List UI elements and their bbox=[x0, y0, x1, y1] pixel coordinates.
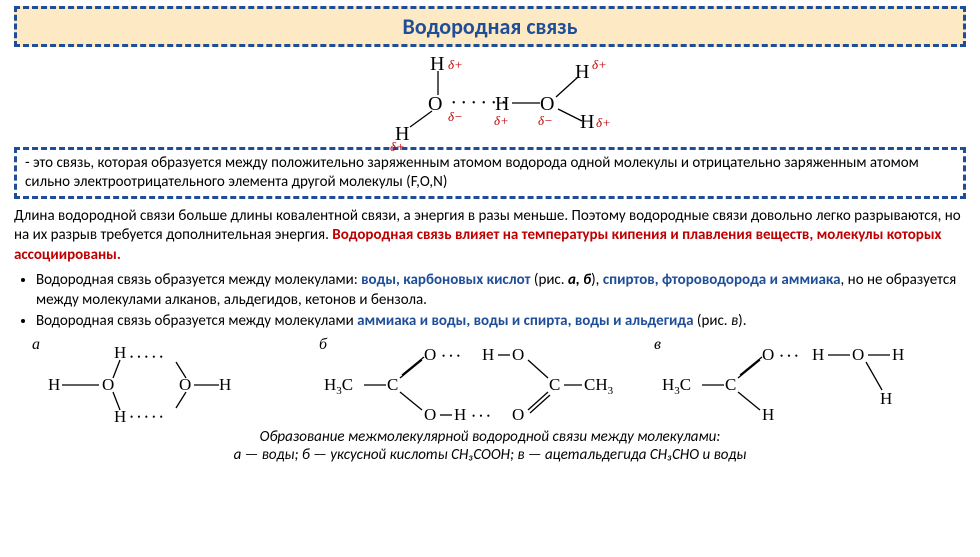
svg-text:H3C: H3C bbox=[324, 375, 353, 397]
caption-l2: а — воды; б — уксусной кислоты CH₃COOH; … bbox=[234, 446, 747, 464]
svg-text:H: H bbox=[48, 375, 60, 394]
fig-label-c: в bbox=[654, 336, 661, 354]
b2-a: Водородная связь образуется между молеку… bbox=[36, 312, 357, 330]
b1-f: спиртов, фтороводорода и аммиака bbox=[603, 271, 841, 289]
svg-text:C: C bbox=[725, 375, 736, 394]
definition-box: - это связь, которая образуется между по… bbox=[14, 147, 966, 199]
caption-l1: Образование межмолекулярной водородной с… bbox=[260, 428, 721, 446]
b1-b: воды, карбоновых кислот bbox=[361, 271, 530, 289]
bullet-list: Водородная связь образуется между молеку… bbox=[14, 271, 966, 332]
svg-text:H: H bbox=[812, 345, 824, 364]
atom-h1: H bbox=[430, 53, 444, 76]
fig-b-svg: H3C C O O H H O O C CH3 • • • • • • bbox=[324, 342, 644, 422]
charge-1: δ+ bbox=[448, 57, 463, 73]
b1-e: ), bbox=[591, 271, 603, 289]
b2-b: аммиака и воды, воды и спирта, воды и ал… bbox=[357, 312, 693, 330]
svg-text:H: H bbox=[482, 345, 494, 364]
svg-text:H: H bbox=[454, 405, 466, 422]
svg-text:• • •: • • • bbox=[780, 351, 799, 361]
bullet-2: Водородная связь образуется между молеку… bbox=[36, 312, 966, 332]
svg-text:O: O bbox=[762, 345, 774, 364]
svg-text:C: C bbox=[387, 375, 398, 394]
svg-text:O: O bbox=[424, 345, 436, 364]
b1-c: (рис. bbox=[531, 271, 568, 289]
fig-c-svg: H3C C O H H O H • • • H bbox=[662, 342, 942, 422]
atom-h4: H bbox=[575, 61, 589, 84]
title-bar: Водородная связь bbox=[14, 6, 966, 47]
svg-text:C: C bbox=[549, 375, 560, 394]
b1-d: а, б bbox=[568, 271, 591, 289]
svg-text:• • •: • • • bbox=[442, 351, 461, 361]
body-paragraph: Длина водородной связи больше длины кова… bbox=[14, 207, 966, 266]
svg-text:O: O bbox=[424, 405, 436, 422]
b2-e: ). bbox=[738, 312, 746, 330]
svg-text:H: H bbox=[114, 343, 126, 362]
charge-5: δ− bbox=[538, 113, 553, 129]
svg-text:H: H bbox=[880, 389, 892, 408]
page-title: Водородная связь bbox=[403, 13, 578, 40]
bullet-1: Водородная связь образуется между молеку… bbox=[36, 271, 966, 310]
svg-text:H: H bbox=[762, 405, 774, 422]
figure-caption: Образование межмолекулярной водородной с… bbox=[0, 428, 980, 466]
svg-text:H: H bbox=[892, 345, 904, 364]
atom-o1: O bbox=[428, 93, 442, 116]
atom-h5: H bbox=[580, 111, 594, 134]
svg-text:O: O bbox=[102, 375, 114, 394]
svg-text:O: O bbox=[852, 345, 864, 364]
b2-c: (рис. bbox=[694, 312, 731, 330]
charge-7: δ+ bbox=[596, 115, 611, 131]
svg-text:H: H bbox=[219, 375, 231, 394]
definition-text: - это связь, которая образуется между по… bbox=[25, 154, 919, 191]
b1-a: Водородная связь образуется между молеку… bbox=[36, 271, 361, 289]
svg-text:• • • • •: • • • • • bbox=[130, 352, 164, 362]
charge-6: δ+ bbox=[592, 57, 607, 73]
top-molecule-diagram: • • • • • • H O H H O H H δ+ δ− δ+ δ+ δ−… bbox=[360, 53, 620, 143]
svg-text:• • • • •: • • • • • bbox=[130, 412, 164, 422]
svg-text:CH3: CH3 bbox=[584, 375, 614, 397]
svg-text:O: O bbox=[512, 405, 524, 422]
svg-text:O: O bbox=[512, 345, 524, 364]
charge-4: δ+ bbox=[494, 113, 509, 129]
svg-text:• • •: • • • bbox=[472, 411, 491, 421]
fig-label-a: а bbox=[32, 336, 40, 354]
fig-a-svg: H O H H O H • • • • • • • • • • bbox=[44, 342, 254, 422]
charge-2: δ− bbox=[448, 109, 463, 125]
charge-3: δ+ bbox=[390, 139, 405, 155]
svg-text:H3C: H3C bbox=[662, 375, 691, 397]
figure-row: а б в H O H H O H • • • • • • • • • • H3… bbox=[14, 336, 966, 426]
